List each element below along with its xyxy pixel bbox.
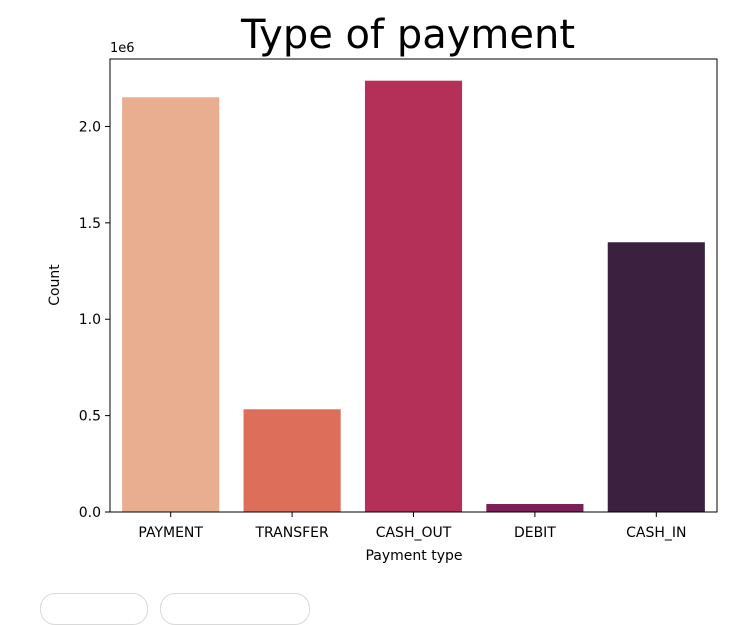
y-axis-offset-label: 1e6 xyxy=(110,41,135,56)
y-tick-label: 2.0 xyxy=(79,119,101,135)
y-tick-label: 0.0 xyxy=(79,505,101,521)
x-tick-label: CASH_IN xyxy=(626,525,686,541)
bar-payment xyxy=(122,97,220,512)
x-tick-label: CASH_OUT xyxy=(376,525,452,541)
toolbar-button[interactable] xyxy=(40,593,148,625)
x-tick-label: TRANSFER xyxy=(254,525,329,541)
bar-chart: Type of payment 1e6 Count Payment type 0… xyxy=(47,12,718,564)
bar-cash-out xyxy=(364,80,463,513)
y-axis-ticks: 0.0 0.5 1.0 1.5 2.0 xyxy=(79,119,110,521)
x-axis-ticks: PAYMENT TRANSFER CASH_OUT DEBIT CASH_IN xyxy=(138,512,686,541)
y-tick-label: 1.5 xyxy=(79,216,101,232)
y-axis-label: Count xyxy=(47,264,63,306)
toolbar-button[interactable] xyxy=(160,593,310,625)
y-tick-label: 1.0 xyxy=(79,312,101,328)
x-tick-label: PAYMENT xyxy=(138,525,203,541)
y-tick-label: 0.5 xyxy=(79,409,101,425)
bar-debit xyxy=(486,504,584,512)
chart-title: Type of payment xyxy=(240,12,575,58)
plot-frame xyxy=(109,58,718,513)
x-axis-label: Payment type xyxy=(365,548,462,564)
bars-group xyxy=(122,80,705,513)
bar-transfer xyxy=(243,409,341,512)
bar-cash-in xyxy=(607,242,705,512)
x-tick-label: DEBIT xyxy=(514,525,556,541)
